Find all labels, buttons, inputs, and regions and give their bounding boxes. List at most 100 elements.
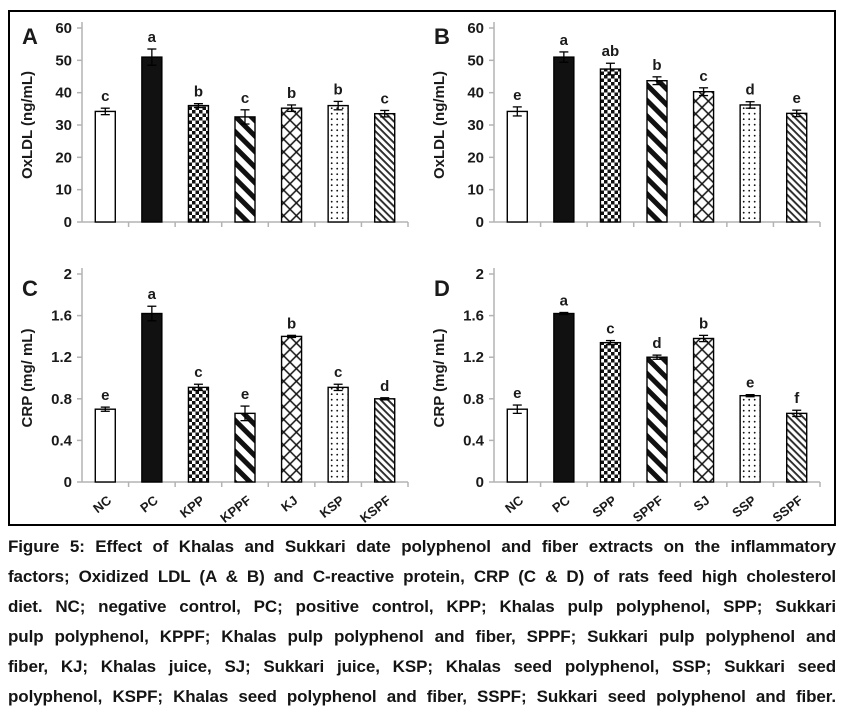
y-tick-label: 60 bbox=[55, 20, 72, 37]
chart-panel-d: 0 0.4 0.8 1.2 1.6 2 e NC a PC c SPP d SPPF b SJ e SSP f SSP… bbox=[431, 266, 821, 524]
y-axis-title: CRP (mg/ mL) bbox=[19, 329, 36, 428]
significance-letter: a bbox=[560, 32, 569, 49]
significance-letter: c bbox=[241, 90, 249, 107]
significance-letter: b bbox=[287, 85, 296, 102]
significance-letter: e bbox=[101, 387, 109, 404]
y-tick-label: 60 bbox=[467, 20, 484, 37]
significance-letter: e bbox=[241, 386, 249, 403]
y-tick-label: 0.4 bbox=[463, 432, 485, 449]
caption-line: diet. NC; negative control, PC; positive… bbox=[8, 597, 836, 616]
figure-caption: Figure 5: Effect of Khalas and Sukkari d… bbox=[8, 532, 836, 712]
figure-charts-box: 0 10 20 30 40 50 60 c a b c b b c A OxLDL (ng/mL) 0 10 20… bbox=[8, 10, 836, 526]
bar-spp bbox=[599, 341, 622, 483]
bar-pc bbox=[141, 312, 163, 483]
caption-line: Figure 5: Effect of Khalas and Sukkari d… bbox=[8, 537, 836, 556]
bar-nc bbox=[94, 408, 116, 483]
y-tick-label: 1.6 bbox=[463, 308, 484, 325]
x-tick-label: KSP bbox=[317, 492, 348, 520]
y-tick-label: 1.6 bbox=[51, 308, 72, 325]
bar-ssp bbox=[739, 394, 761, 483]
bar-nc bbox=[94, 110, 116, 223]
bar-sj bbox=[692, 90, 715, 223]
y-tick-label: 2 bbox=[476, 266, 484, 283]
bar-pc bbox=[553, 56, 575, 223]
x-tick-label: SSPF bbox=[770, 493, 806, 524]
y-axis-title: CRP (mg/ mL) bbox=[431, 329, 448, 428]
chart-panel-b: 0 10 20 30 40 50 60 e a ab b c d e B OxLDL (ng/mL) bbox=[431, 20, 821, 231]
bar-kppf bbox=[234, 412, 256, 483]
x-tick-label: KJ bbox=[278, 493, 300, 515]
bar-kspf bbox=[374, 398, 396, 483]
bar-kpp bbox=[187, 104, 210, 223]
y-tick-label: 30 bbox=[467, 117, 484, 134]
significance-letter: b bbox=[334, 81, 343, 98]
y-tick-label: 20 bbox=[55, 149, 72, 166]
significance-letter: f bbox=[794, 390, 800, 407]
y-tick-label: 0 bbox=[476, 214, 484, 231]
significance-letter: e bbox=[793, 90, 801, 107]
y-tick-label: 40 bbox=[467, 85, 484, 102]
bar-ksp bbox=[327, 104, 349, 223]
y-tick-label: 0 bbox=[64, 474, 72, 491]
y-tick-label: 20 bbox=[467, 149, 484, 166]
y-tick-label: 2 bbox=[64, 266, 72, 283]
bar-sspf bbox=[786, 412, 808, 483]
y-tick-label: 0.4 bbox=[51, 432, 73, 449]
y-tick-label: 0.8 bbox=[463, 391, 484, 408]
x-tick-label: SPPF bbox=[630, 493, 666, 524]
significance-letter: b bbox=[699, 315, 708, 332]
y-axis-title: OxLDL (ng/mL) bbox=[431, 71, 448, 179]
panel-label: C bbox=[22, 276, 38, 301]
bar-kj bbox=[280, 107, 303, 223]
significance-letter: ab bbox=[602, 43, 620, 60]
y-tick-label: 10 bbox=[55, 182, 72, 199]
y-tick-label: 0.8 bbox=[51, 391, 72, 408]
chart-panel-c: 0 0.4 0.8 1.2 1.6 2 e NC a PC c KPP e KPPF b KJ c KSP d KSP… bbox=[19, 266, 409, 524]
bar-ssp bbox=[739, 104, 761, 223]
x-tick-label: KSPF bbox=[357, 493, 394, 524]
significance-letter: e bbox=[746, 375, 754, 392]
bar-spp bbox=[599, 68, 622, 223]
bar-sj bbox=[692, 337, 715, 483]
y-tick-label: 30 bbox=[55, 117, 72, 134]
significance-letter: e bbox=[513, 87, 521, 104]
y-tick-label: 1.2 bbox=[51, 349, 72, 366]
x-tick-label: NC bbox=[502, 492, 527, 516]
panel-label: A bbox=[22, 24, 38, 49]
panel-label: D bbox=[434, 276, 450, 301]
y-tick-label: 40 bbox=[55, 85, 72, 102]
significance-letter: c bbox=[606, 321, 614, 338]
bar-kspf bbox=[374, 112, 396, 223]
y-tick-label: 50 bbox=[467, 52, 484, 69]
significance-letter: c bbox=[101, 88, 109, 105]
panel-label: B bbox=[434, 24, 450, 49]
y-tick-label: 10 bbox=[467, 182, 484, 199]
significance-letter: c bbox=[699, 68, 707, 85]
bar-sppf bbox=[646, 80, 668, 223]
chart-panel-a: 0 10 20 30 40 50 60 c a b c b b c A OxLDL (ng/mL) bbox=[19, 20, 409, 231]
significance-letter: d bbox=[746, 82, 755, 99]
significance-letter: c bbox=[381, 90, 389, 107]
significance-letter: a bbox=[148, 29, 157, 46]
y-axis-title: OxLDL (ng/mL) bbox=[19, 71, 36, 179]
bar-ksp bbox=[327, 386, 349, 483]
y-tick-label: 0 bbox=[476, 474, 484, 491]
x-tick-label: NC bbox=[90, 492, 115, 516]
significance-letter: c bbox=[194, 364, 202, 381]
caption-line: factors; Oxidized LDL (A & B) and C-reac… bbox=[8, 567, 836, 586]
x-tick-label: KPP bbox=[177, 492, 208, 520]
significance-letter: e bbox=[513, 385, 521, 402]
significance-letter: d bbox=[652, 335, 661, 352]
bar-nc bbox=[506, 110, 528, 223]
bar-sspf bbox=[786, 112, 808, 223]
bar-kpp bbox=[187, 386, 210, 483]
bar-pc bbox=[141, 56, 163, 223]
bar-sppf bbox=[646, 356, 668, 483]
bar-kj bbox=[280, 335, 303, 483]
bar-pc bbox=[553, 312, 575, 483]
significance-letter: c bbox=[334, 364, 342, 381]
y-tick-label: 0 bbox=[64, 214, 72, 231]
caption-line: pulp polyphenol, KPPF; Khalas pulp polyp… bbox=[8, 627, 836, 646]
caption-line: polyphenol, KSPF; Khalas seed polyphenol… bbox=[8, 687, 836, 706]
